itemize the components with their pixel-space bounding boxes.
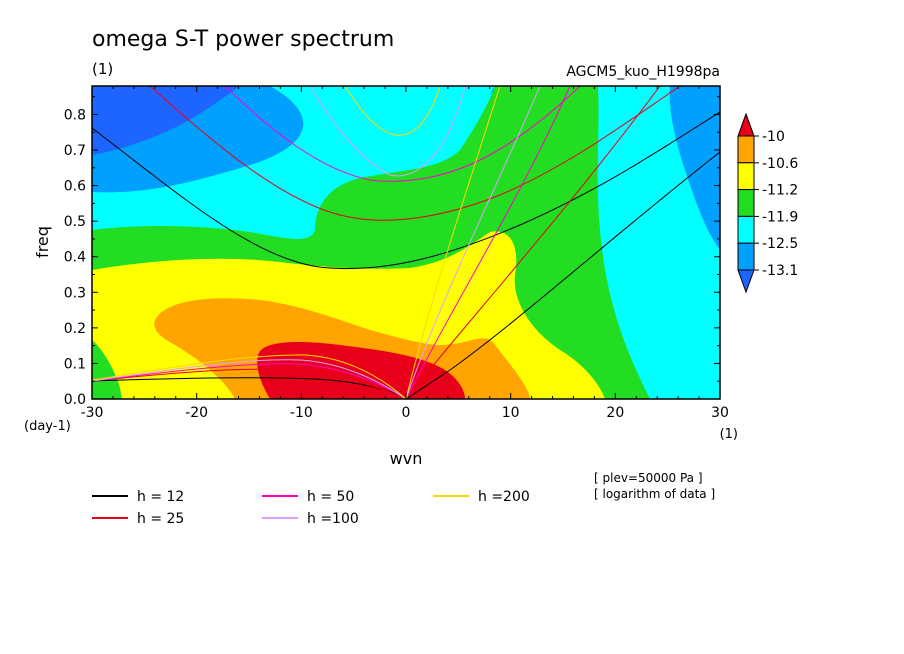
x-tick-label: 30	[711, 405, 729, 421]
y-unit-label: (day-1)	[24, 419, 71, 434]
contour-cyan-top-center	[92, 86, 495, 207]
y-tick-label: 0.1	[64, 356, 86, 372]
unit-label: (1)	[92, 60, 113, 78]
colorbar-bottom-arrow	[737, 269, 755, 294]
legend-label: h = 50	[307, 489, 354, 505]
curve-h100-kelvin	[405, 86, 541, 399]
colorbar-box	[737, 162, 755, 191]
colorbar-box	[737, 215, 755, 244]
curve-h50-rossby	[92, 363, 407, 399]
curve-h100-rossby	[92, 359, 407, 399]
x-axis-label: wvn	[390, 449, 423, 468]
x-tick-label: -10	[290, 405, 313, 421]
x-tick-label: 20	[606, 405, 624, 421]
x-axis: -30 -20 -10 0 10 20 30	[81, 86, 729, 421]
x-tick-label: -20	[185, 405, 208, 421]
y-tick-label: 0.2	[64, 321, 86, 337]
x-tick-label: 0	[402, 405, 411, 421]
contour-blue-topright	[669, 86, 720, 250]
legend-label: h =100	[307, 511, 359, 527]
x-tick-label: 10	[502, 405, 520, 421]
y-tick-label: 0.8	[64, 107, 86, 123]
colorbar-label: -10	[762, 129, 785, 145]
y-tick-label: 0.7	[64, 143, 86, 159]
colorbar-label: -11.9	[762, 209, 798, 225]
x-tick-label: -30	[81, 405, 104, 421]
dispersion-curves	[92, 86, 720, 399]
y-tick-label: 0.0	[64, 392, 86, 408]
curve-h50-kelvin	[405, 86, 571, 399]
colorbar-label: -13.1	[762, 263, 798, 279]
y-tick-label: 0.4	[64, 250, 86, 266]
y-tick-label: 0.3	[64, 285, 86, 301]
legend-label: h = 25	[137, 511, 184, 527]
curve-h200-kelvin	[405, 86, 501, 399]
colorbar-box	[737, 189, 755, 217]
chart-title: omega S-T power spectrum	[92, 27, 394, 52]
x-unit-label: (1)	[720, 427, 738, 442]
colorbar-top-arrow	[737, 112, 755, 137]
curve-h100-ig	[309, 86, 466, 177]
run-label: AGCM5_kuo_H1998pa	[566, 64, 720, 80]
curve-h12-kelvin	[405, 151, 720, 399]
contour-fill	[92, 86, 720, 399]
colorbar-box	[737, 242, 755, 271]
legend-label: h = 12	[137, 489, 184, 505]
colorbar-box	[737, 135, 755, 164]
contour-green-lowerleft	[92, 340, 122, 399]
y-tick-label: 0.6	[64, 179, 86, 195]
curve-h25-kelvin	[405, 86, 661, 399]
curve-h25-rossby	[92, 368, 407, 399]
curve-h200-rossby	[92, 354, 407, 399]
colorbar-label: -11.2	[762, 183, 798, 199]
curve-h12-ig	[92, 111, 720, 270]
curve-h25-ig	[149, 86, 681, 221]
y-axis-label: freq	[33, 226, 52, 258]
colorbar-label: -10.6	[762, 156, 798, 172]
legend: h = 12 h = 25 h = 50 h =100 h =200	[92, 489, 530, 527]
annotation-plev: [ plev=50000 Pa ]	[594, 471, 703, 485]
colorbar-label: -12.5	[762, 236, 798, 252]
y-tick-label: 0.5	[64, 214, 86, 230]
legend-label: h =200	[478, 489, 530, 505]
contour-darkblue-topleft	[92, 86, 240, 155]
annotation-log: [ logarithm of data ]	[594, 487, 715, 501]
curve-h200-ig	[344, 86, 441, 136]
curve-h50-ig	[224, 86, 581, 182]
y-axis: 0.0 0.1 0.2 0.3 0.4 0.5 0.6 0.7 0.8	[64, 96, 720, 408]
colorbar: -10 -10.6 -11.2 -11.9 -12.5 -13.1	[737, 112, 798, 294]
